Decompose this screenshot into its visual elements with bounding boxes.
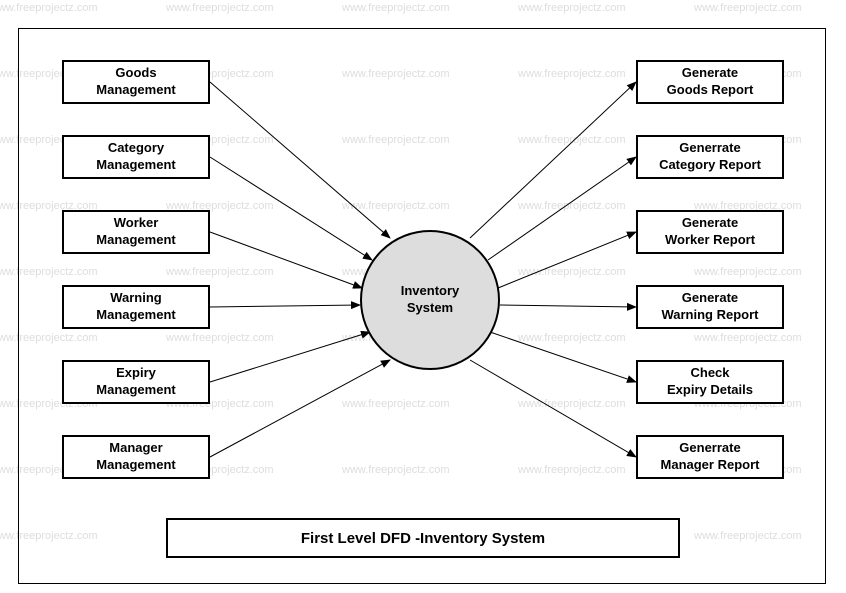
right-entity-box-3: GenerateWarning Report	[636, 285, 784, 329]
watermark-text: www.freeprojectz.com	[518, 2, 626, 14]
watermark-text: www.freeprojectz.com	[166, 2, 274, 14]
left-entity-box-4: ExpiryManagement	[62, 360, 210, 404]
right-entity-box-5: GenerrateManager Report	[636, 435, 784, 479]
right-entity-box-0: GenerateGoods Report	[636, 60, 784, 104]
center-process-circle: InventorySystem	[360, 230, 500, 370]
left-entity-box-0: GoodsManagement	[62, 60, 210, 104]
watermark-text: www.freeprojectz.com	[0, 2, 98, 14]
diagram-title: First Level DFD -Inventory System	[301, 530, 545, 547]
left-entity-box-2: WorkerManagement	[62, 210, 210, 254]
center-process-label: InventorySystem	[401, 283, 460, 317]
right-entity-box-2: GenerateWorker Report	[636, 210, 784, 254]
left-entity-box-3: WarningManagement	[62, 285, 210, 329]
title-box: First Level DFD -Inventory System	[166, 518, 680, 558]
right-entity-box-1: GenerrateCategory Report	[636, 135, 784, 179]
watermark-text: www.freeprojectz.com	[694, 2, 802, 14]
left-entity-box-5: ManagerManagement	[62, 435, 210, 479]
right-entity-box-4: CheckExpiry Details	[636, 360, 784, 404]
left-entity-box-1: CategoryManagement	[62, 135, 210, 179]
watermark-text: www.freeprojectz.com	[342, 2, 450, 14]
